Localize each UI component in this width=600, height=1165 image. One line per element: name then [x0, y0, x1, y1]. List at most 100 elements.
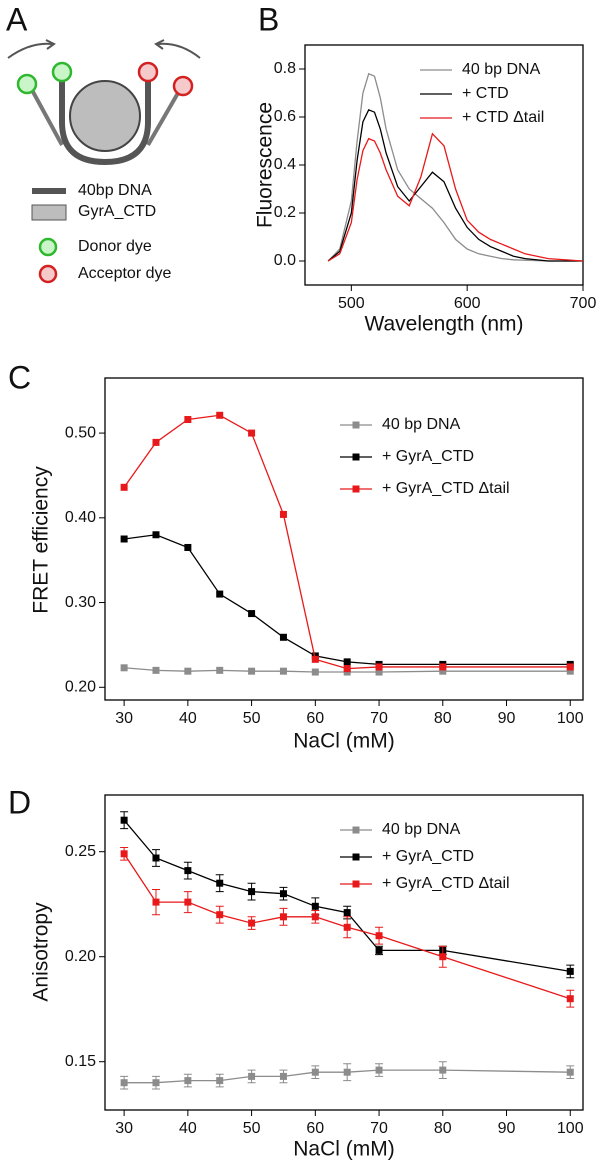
dna — [59, 78, 151, 166]
series-line — [327, 132, 584, 262]
point — [184, 867, 192, 875]
y-tick-label: 0.8 — [274, 60, 296, 77]
legend-symbol — [38, 237, 58, 257]
arrow-head — [45, 39, 56, 50]
y-tick-label: 0.50 — [65, 424, 96, 441]
x-tick-label: 100 — [557, 1120, 584, 1137]
legend-symbol — [38, 264, 58, 284]
point — [439, 953, 447, 961]
point — [152, 531, 160, 539]
point — [375, 663, 383, 671]
x-tick-label: 80 — [434, 710, 452, 727]
x-tick-label: 70 — [370, 1120, 388, 1137]
point — [184, 1077, 192, 1085]
series-line — [327, 72, 583, 262]
point — [375, 668, 383, 676]
legend-marker — [352, 485, 360, 493]
point — [248, 1072, 256, 1080]
plot-frame — [104, 794, 584, 1111]
arrow — [7, 42, 53, 59]
x-tick-label: 500 — [338, 295, 365, 312]
point — [120, 816, 128, 824]
schematic — [7, 39, 201, 284]
point — [343, 909, 351, 917]
point — [311, 902, 319, 910]
x-tick-label: 60 — [306, 710, 324, 727]
legend-marker — [352, 853, 360, 861]
point — [216, 1077, 224, 1085]
x-axis-label: NaCl (mM) — [293, 730, 394, 753]
legend-label: + GyrA_CTD — [382, 848, 474, 865]
y-tick-label: 0.20 — [65, 948, 96, 965]
point — [439, 667, 447, 675]
point — [152, 898, 160, 906]
point — [120, 664, 128, 672]
x-tick-label: 90 — [498, 710, 516, 727]
series-line — [327, 108, 583, 262]
x-tick-label: 50 — [243, 710, 261, 727]
panel-letter: D — [8, 784, 31, 820]
legend-marker — [352, 453, 360, 461]
x-tick-label: 30 — [115, 1120, 133, 1137]
point — [343, 658, 351, 666]
legend-label: 40bp DNA — [78, 182, 152, 199]
legend-label: 40 bp DNA — [462, 61, 541, 78]
point — [566, 667, 574, 675]
linker — [146, 92, 180, 146]
linker — [30, 89, 64, 146]
point — [120, 483, 128, 491]
protein — [69, 80, 141, 152]
point — [439, 1066, 447, 1074]
y-tick-label: 0.6 — [274, 108, 296, 125]
panel-letter: A — [6, 1, 28, 37]
point — [248, 667, 256, 675]
point — [184, 416, 192, 424]
point — [311, 1068, 319, 1076]
point — [311, 668, 319, 676]
y-axis-label: FRET efficiency — [30, 466, 53, 614]
series-line — [123, 414, 571, 670]
plot-frame — [104, 377, 584, 701]
point — [216, 879, 224, 887]
point — [343, 1068, 351, 1076]
x-tick-label: 40 — [179, 1120, 197, 1137]
legend-label: Acceptor dye — [78, 265, 171, 282]
legend-marker — [352, 826, 360, 834]
x-tick-label: 60 — [306, 1120, 324, 1137]
legend-label: + GyrA_CTD — [382, 448, 474, 465]
series-line — [124, 534, 571, 666]
legend-label: + GyrA_CTD Δtail — [382, 875, 510, 892]
point — [375, 932, 383, 940]
point — [566, 967, 574, 975]
plot-frame — [304, 44, 584, 286]
point — [248, 919, 256, 927]
series-line — [123, 819, 571, 973]
point — [279, 510, 287, 518]
legend-symbol — [31, 204, 67, 221]
point — [216, 411, 224, 419]
y-tick-label: 0.20 — [65, 679, 96, 696]
x-tick-label: 50 — [243, 1120, 261, 1137]
point — [279, 667, 287, 675]
legend-label: GyrA_CTD — [78, 203, 156, 220]
legend-label: + CTD Δtail — [462, 109, 544, 126]
point — [152, 666, 160, 674]
y-tick-label: 0.2 — [274, 204, 296, 221]
donor-dye — [51, 61, 73, 83]
point — [566, 663, 574, 671]
y-tick-label: 0.0 — [274, 252, 296, 269]
x-tick-label: 40 — [179, 710, 197, 727]
point — [311, 913, 319, 921]
y-tick-label: 0.40 — [65, 509, 96, 526]
acceptor-dye — [137, 61, 159, 83]
point — [248, 429, 256, 437]
y-tick-label: 0.30 — [65, 594, 96, 611]
point — [279, 890, 287, 898]
y-axis-label: Anisotropy — [30, 902, 53, 1002]
legend-label: Donor dye — [78, 238, 152, 255]
point — [375, 1066, 383, 1074]
x-tick-label: 80 — [434, 1120, 452, 1137]
y-tick-label: 0.4 — [274, 156, 296, 173]
legend-label: 40 bp DNA — [382, 821, 461, 838]
